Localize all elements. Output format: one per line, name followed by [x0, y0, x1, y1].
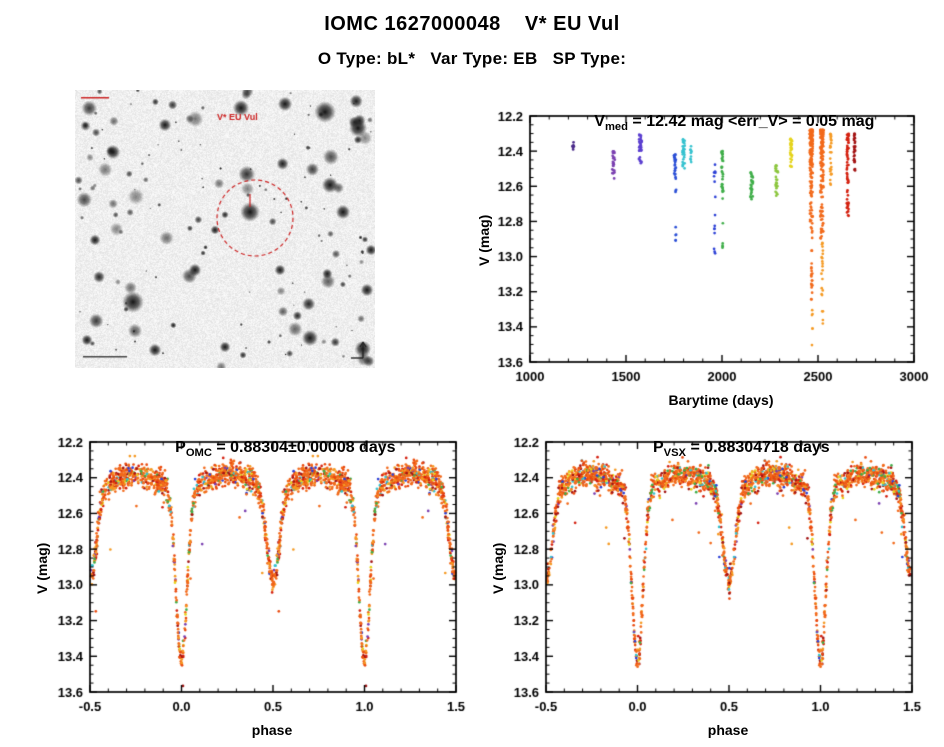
- time-lightcurve-xlabel: Barytime (days): [668, 392, 774, 408]
- phase-vsx-panel: PVSX = 0.88304718 days phase V (mag): [482, 412, 928, 738]
- time-lightcurve-canvas: [466, 110, 930, 392]
- phase-omc-canvas: [26, 436, 472, 722]
- phase-vsx-canvas: [482, 436, 928, 722]
- time-lightcurve-title: Vmed = 12.42 mag <err_V> = 0.05 mag: [466, 86, 930, 133]
- phase-omc-xlabel: phase: [251, 722, 293, 738]
- finder-chart-panel: [75, 90, 375, 368]
- phase-omc-title: POMC = 0.88304±0.00008 days: [26, 412, 472, 459]
- finder-chart-image: [75, 90, 375, 368]
- phase-omc-panel: POMC = 0.88304±0.00008 days phase V (mag…: [26, 412, 472, 738]
- phase-omc-ylabel: V (mag): [34, 542, 50, 594]
- page-title: IOMC 1627000048 V* EU Vul: [324, 13, 620, 35]
- phase-vsx-title: PVSX = 0.88304718 days: [482, 412, 928, 459]
- time-lightcurve-ylabel: V (mag): [476, 214, 492, 266]
- phase-vsx-ylabel: V (mag): [490, 542, 506, 594]
- time-lightcurve-panel: Vmed = 12.42 mag <err_V> = 0.05 mag Bary…: [466, 86, 930, 408]
- phase-vsx-xlabel: phase: [707, 722, 749, 738]
- page-subtitle: O Type: bL* Var Type: EB SP Type:: [317, 49, 627, 68]
